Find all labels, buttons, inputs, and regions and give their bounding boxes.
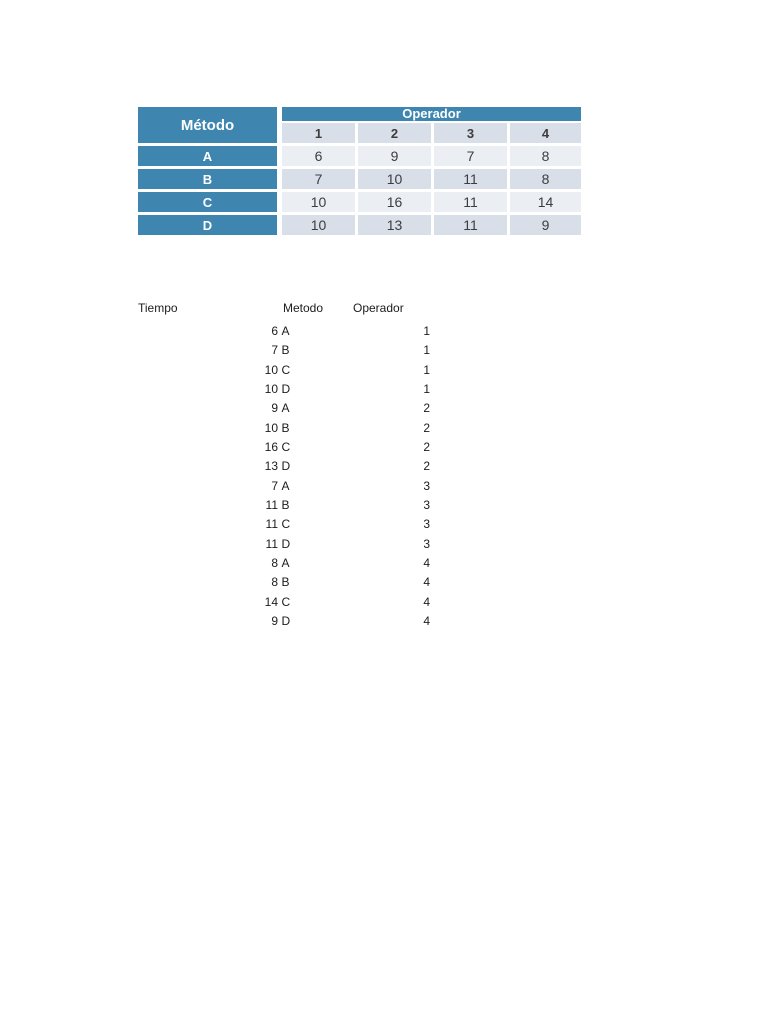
metodo-value: C [281,517,291,532]
list-row: 14 C 4 [0,593,768,612]
tiempo-value: 9 [271,613,278,628]
time-value-cell: 9 [510,215,581,235]
operador-group-header-cell: Operador [282,107,581,121]
time-value-cell: 10 [282,215,355,235]
list-header-operador: Operador [353,301,404,315]
operator-column-header: 4 [510,123,581,143]
tiempo-value: 10 [264,362,278,377]
metodo-value: C [281,439,291,454]
metodo-value: A [281,555,290,570]
list-rows: 6 A 1 7 B 1 10 C 1 10 D 1 9 A 2 10 B 2 16 C 2 13 D 2 7 A 3 11 B 3 11 C 3… [0,322,768,631]
operador-value: 3 [423,536,430,551]
metodo-value: A [281,478,290,493]
list-row: 11 D 3 [0,535,768,554]
operador-value: 1 [423,381,430,396]
time-value-cell: 10 [358,169,431,189]
time-value-cell: 14 [510,192,581,212]
operator-column-header: 3 [434,123,507,143]
metodo-value: B [281,420,290,435]
operador-value: 2 [423,439,430,454]
time-value-cell: 7 [282,169,355,189]
time-value-cell: 11 [434,215,507,235]
operador-value: 2 [423,401,430,416]
method-row-label: A [138,146,277,166]
operador-value: 2 [423,420,430,435]
operador-value: 1 [423,362,430,377]
list-row: 11 C 3 [0,515,768,534]
operador-value: 4 [423,575,430,590]
list-row: 10 B 2 [0,419,768,438]
time-value-cell: 9 [358,146,431,166]
time-value-cell: 6 [282,146,355,166]
list-header-metodo: Metodo [282,301,323,315]
list-row: 10 C 1 [0,361,768,380]
metodo-value: B [281,343,290,358]
time-value-cell: 16 [358,192,431,212]
list-header-row: Tiempo Metodo Operador [0,302,768,316]
metodo-value: D [281,381,291,396]
metodo-value: D [281,536,291,551]
metodo-value: D [281,613,291,628]
time-value-cell: 11 [434,192,507,212]
tiempo-value: 11 [265,497,278,512]
operador-value: 3 [423,478,430,493]
method-row-label: C [138,192,277,212]
metodo-value: D [281,459,291,474]
operador-value: 4 [423,555,430,570]
list-row: 13 D 2 [0,457,768,476]
metodo-value: B [281,497,290,512]
operador-value: 1 [423,324,430,338]
operador-value: 1 [423,343,430,358]
method-row-label: B [138,169,277,189]
tiempo-value: 7 [271,478,278,493]
operador-value: 3 [423,497,430,512]
tiempo-value: 8 [271,555,278,570]
operator-column-header: 1 [282,123,355,143]
metodo-value: A [281,401,290,416]
tiempo-value: 11 [265,517,278,532]
tiempo-value: 11 [265,536,278,551]
metodo-value: B [281,575,290,590]
tiempo-value: 7 [271,343,278,358]
time-value-cell: 13 [358,215,431,235]
list-row: 16 C 2 [0,438,768,457]
operador-value: 3 [423,517,430,532]
operador-value: 4 [423,613,430,628]
tiempo-value: 10 [264,420,278,435]
metodo-value: C [281,594,291,609]
list-row: 11 B 3 [0,496,768,515]
list-row: 10 D 1 [0,380,768,399]
metodo-value: C [281,362,291,377]
time-value-cell: 11 [434,169,507,189]
metodo-header-cell: Método [138,107,277,143]
operador-value: 2 [423,459,430,474]
operator-column-header: 2 [358,123,431,143]
tiempo-value: 6 [271,324,278,338]
operador-value: 4 [423,594,430,609]
tiempo-value: 10 [264,381,278,396]
list-header-tiempo: Tiempo [138,301,178,315]
tiempo-value: 8 [271,575,278,590]
tiempo-value: 16 [264,439,278,454]
method-operator-table: Método Operador 1 2 3 4 A 6 9 7 8 B 7 10 11 8 C 10 16 11 1… [138,107,581,235]
metodo-value: A [281,324,290,338]
tiempo-value: 13 [264,459,278,474]
tiempo-value: 9 [271,401,278,416]
time-value-cell: 7 [434,146,507,166]
time-value-cell: 8 [510,169,581,189]
method-row-label: D [138,215,277,235]
time-value-cell: 8 [510,146,581,166]
time-value-cell: 10 [282,192,355,212]
tiempo-value: 14 [264,594,278,609]
